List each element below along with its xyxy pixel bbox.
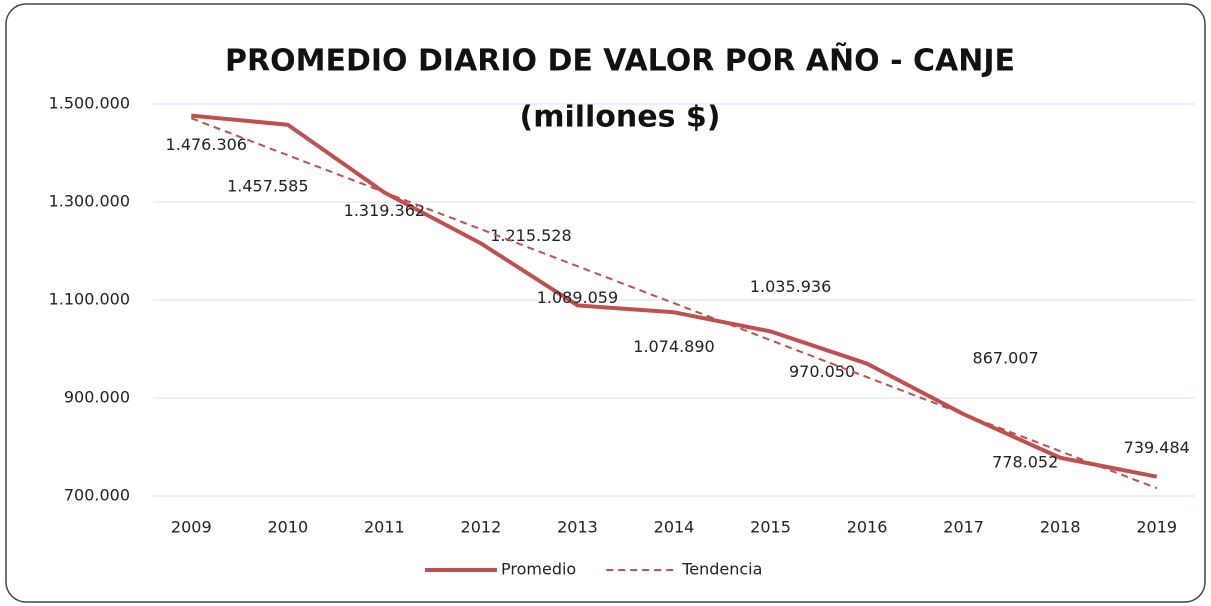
data-label: 970.050 [789, 362, 855, 381]
y-tick-label: 1.300.000 [49, 192, 130, 211]
data-label: 1.035.936 [750, 277, 831, 296]
chart-title: PROMEDIO DIARIO DE VALOR POR AÑO - CANJE [225, 42, 1015, 79]
data-label: 1.089.059 [537, 288, 618, 307]
x-tick-label: 2011 [364, 518, 405, 537]
data-label: 1.319.362 [344, 201, 425, 220]
x-tick-label: 2012 [461, 518, 502, 537]
data-label: 1.476.306 [166, 135, 247, 154]
y-tick-label: 1.100.000 [49, 290, 130, 309]
chart-frame [5, 3, 1206, 603]
legend-label: Promedio [501, 560, 576, 579]
data-line [191, 113, 1158, 479]
data-label: 1.215.528 [490, 226, 571, 245]
x-tick-label: 2018 [1040, 518, 1081, 537]
x-tick-label: 2009 [171, 518, 212, 537]
data-label: 867.007 [973, 349, 1039, 368]
x-tick-label: 2013 [557, 518, 598, 537]
data-label: 1.457.585 [227, 176, 308, 195]
x-tick-label: 2014 [654, 518, 695, 537]
x-tick-label: 2010 [267, 518, 308, 537]
y-tick-label: 700.000 [64, 486, 130, 505]
x-tick-label: 2015 [750, 518, 791, 537]
legend-label: Tendencia [681, 560, 762, 579]
y-tick-label: 900.000 [64, 388, 130, 407]
data-label: 739.484 [1124, 438, 1190, 457]
data-label: 778.052 [992, 452, 1058, 471]
x-tick-label: 2019 [1136, 518, 1177, 537]
y-tick-label: 1.500.000 [49, 94, 130, 113]
x-tick-label: 2016 [847, 518, 888, 537]
x-tick-label: 2017 [943, 518, 984, 537]
data-label: 1.074.890 [633, 337, 714, 356]
trend-line [190, 117, 1158, 490]
chart-subtitle: (millones $) [519, 100, 720, 135]
